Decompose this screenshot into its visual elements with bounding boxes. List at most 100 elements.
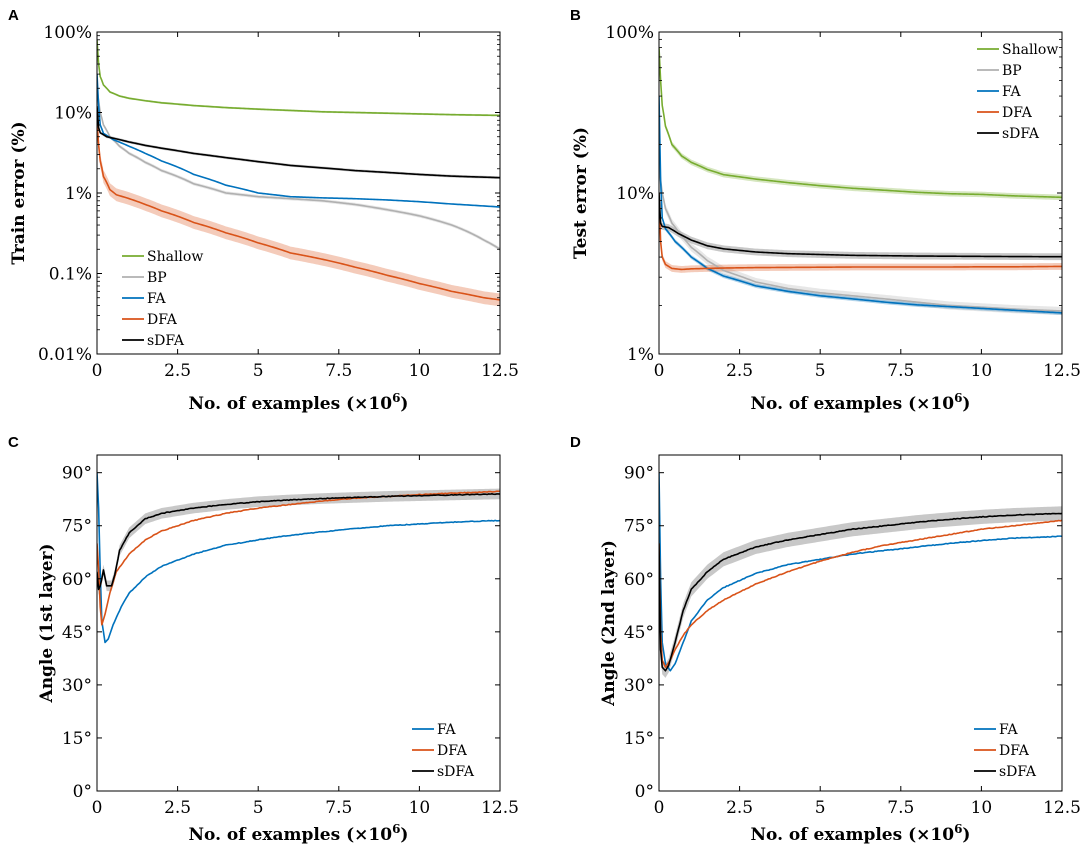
- y-axis-label: Train error (%): [9, 121, 29, 264]
- x-axis-label: No. of examples (×106): [751, 391, 971, 414]
- series-line-dfa: [97, 120, 500, 301]
- x-tick-label: 0: [92, 798, 103, 818]
- x-tick-label: 0: [654, 361, 665, 381]
- x-tick-label: 2.5: [164, 798, 191, 818]
- legend: FA DFA sDFA: [974, 722, 1037, 780]
- panel-c-angle-1st-layer: C 0 2.5 5 7.5 10 12.5 0° 15° 30° 45° 60° 75° 90° No.…: [8, 434, 519, 845]
- legend-label-fa: FA: [147, 291, 166, 307]
- y-tick-label: 45°: [62, 623, 92, 643]
- y-tick-label: 0.01%: [38, 345, 92, 365]
- y-axis-label: Angle (2nd layer): [599, 540, 619, 707]
- y-axis-label: Test error (%): [571, 127, 591, 259]
- legend-label-sdfa: sDFA: [1002, 126, 1040, 142]
- legend-label-fa: FA: [999, 722, 1018, 738]
- series-line-dfa: [97, 490, 500, 626]
- series-line-sdfa: [97, 106, 500, 179]
- band-sdfa: [659, 506, 1062, 678]
- x-tick-label: 2.5: [726, 361, 753, 381]
- plot-frame: [658, 454, 1063, 792]
- x-tick-label: 7.5: [325, 798, 352, 818]
- series-line-fa: [659, 96, 1062, 314]
- series-line-shallow: [97, 39, 500, 117]
- y-tick-label: 15°: [62, 729, 92, 749]
- y-tick-label: 45°: [624, 623, 654, 643]
- legend-label-dfa: DFA: [147, 312, 178, 328]
- legend-label-dfa: DFA: [999, 743, 1030, 759]
- x-tick-label: 12.5: [481, 798, 519, 818]
- legend: Shallow BP FA DFA sDFA: [122, 249, 203, 349]
- legend: Shallow BP FA DFA sDFA: [977, 42, 1058, 142]
- legend-label-bp: BP: [147, 270, 167, 286]
- series-line-dfa: [659, 192, 1062, 271]
- legend-label-sdfa: sDFA: [437, 764, 475, 780]
- band-shallow: [97, 38, 500, 117]
- legend-label-dfa: DFA: [437, 743, 468, 759]
- x-tick-label: 5: [815, 361, 826, 381]
- y-tick-label: 1%: [627, 345, 654, 365]
- panel-letter-d: D: [570, 434, 581, 451]
- y-tick-label: 1%: [65, 184, 92, 204]
- x-tick-label: 10: [409, 798, 431, 818]
- y-tick-label: 100%: [43, 23, 92, 43]
- legend-label-bp: BP: [1002, 63, 1022, 79]
- panel-a-train-error: A 0 2.5 5 7.5 10 12.5 0.01% 0.1% 1% 10% 100% No. o…: [8, 7, 519, 414]
- x-tick-label: 5: [253, 361, 264, 381]
- legend-label-fa: FA: [437, 722, 456, 738]
- y-tick-label: 0.1%: [49, 265, 92, 285]
- x-tick-label: 2.5: [726, 798, 753, 818]
- y-tick-label: 10%: [54, 104, 92, 124]
- y-tick-label: 75°: [62, 517, 92, 537]
- legend-label-fa: FA: [1002, 84, 1021, 100]
- legend: FA DFA sDFA: [412, 722, 475, 780]
- x-tick-label: 7.5: [325, 361, 352, 381]
- band-dfa: [659, 189, 1062, 273]
- legend-label-shallow: Shallow: [1002, 42, 1058, 58]
- series-line-fa: [97, 74, 500, 208]
- y-tick-label: 60°: [62, 570, 92, 590]
- y-tick-label: 75°: [624, 517, 654, 537]
- y-tick-label: 30°: [62, 676, 92, 696]
- series-line-sdfa: [659, 192, 1062, 258]
- y-tick-label: 90°: [624, 464, 654, 484]
- band-dfa: [97, 113, 500, 307]
- band-sdfa: [659, 189, 1062, 261]
- x-tick-label: 7.5: [887, 798, 914, 818]
- series-line-shallow: [659, 47, 1062, 199]
- x-tick-label: 12.5: [1043, 361, 1081, 381]
- x-axis-label: No. of examples (×106): [751, 822, 971, 845]
- band-fa: [97, 73, 500, 208]
- legend-label-dfa: DFA: [1002, 105, 1033, 121]
- series-line-sdfa: [97, 492, 500, 591]
- legend-label-sdfa: sDFA: [147, 333, 185, 349]
- panel-letter-b: B: [570, 7, 581, 24]
- panel-d-angle-2nd-layer: D 0 2.5 5 7.5 10 12.5 0° 15° 30° 45° 60° 75° 90° No.…: [570, 434, 1081, 845]
- x-tick-label: 0: [654, 798, 665, 818]
- y-tick-label: 10%: [616, 184, 654, 204]
- x-tick-label: 12.5: [481, 361, 519, 381]
- x-axis-label: No. of examples (×106): [189, 822, 409, 845]
- y-axis-label: Angle (1st layer): [37, 543, 57, 703]
- x-tick-label: 10: [409, 361, 431, 381]
- panel-letter-a: A: [8, 7, 19, 24]
- y-tick-label: 0°: [73, 782, 92, 802]
- y-tick-label: 30°: [624, 676, 654, 696]
- x-tick-label: 12.5: [1043, 798, 1081, 818]
- y-tick-label: 100%: [605, 23, 654, 43]
- x-tick-label: 10: [971, 361, 993, 381]
- panel-letter-c: C: [8, 434, 19, 451]
- series-line-bp: [659, 164, 1062, 312]
- x-tick-label: 5: [815, 798, 826, 818]
- x-axis-label: No. of examples (×106): [189, 391, 409, 414]
- x-tick-label: 7.5: [887, 361, 914, 381]
- legend-label-sdfa: sDFA: [999, 764, 1037, 780]
- x-tick-label: 0: [92, 361, 103, 381]
- series-line-bp: [97, 88, 500, 250]
- panel-b-test-error: B 0 2.5 5 7.5 10 12.5 1% 10% 100% No. of example…: [570, 7, 1081, 414]
- series-line-dfa: [659, 519, 1062, 669]
- legend-label-shallow: Shallow: [147, 249, 203, 265]
- y-tick-label: 90°: [62, 464, 92, 484]
- plot-frame: [96, 454, 501, 792]
- x-tick-label: 10: [971, 798, 993, 818]
- series-line-fa: [97, 472, 500, 644]
